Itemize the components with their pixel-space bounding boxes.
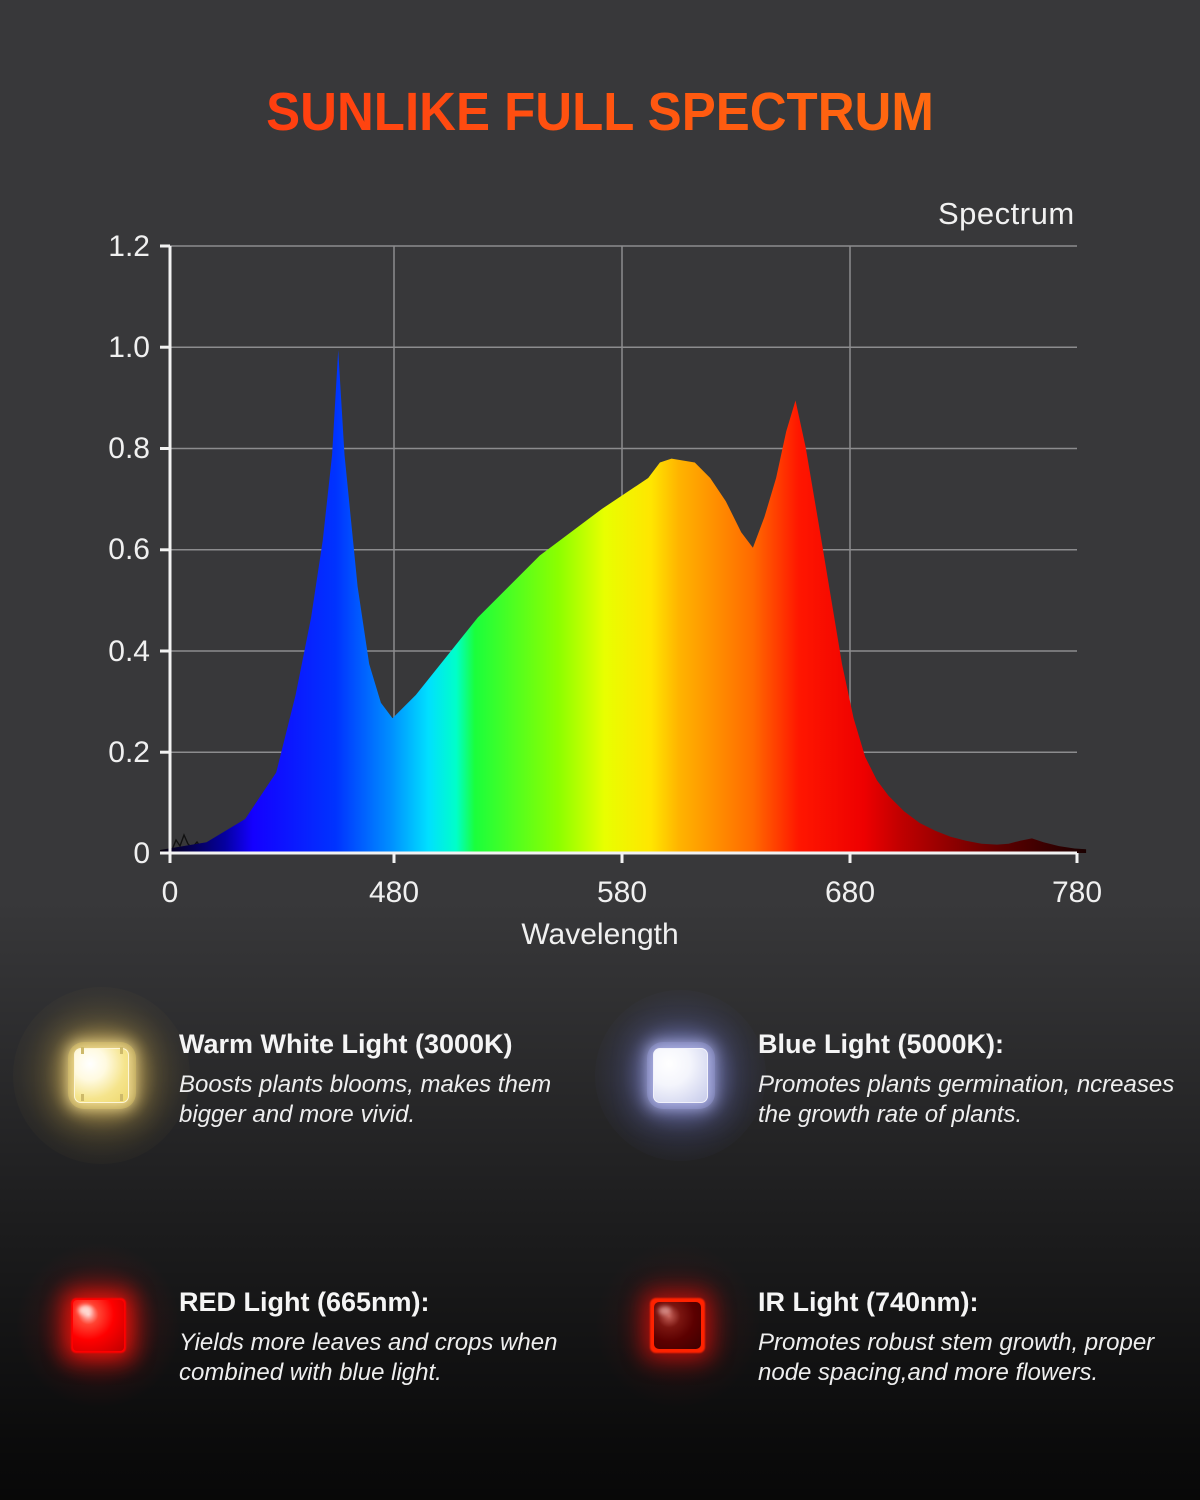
svg-text:580: 580 — [597, 876, 647, 909]
svg-text:1.2: 1.2 — [108, 230, 150, 263]
svg-text:0.6: 0.6 — [108, 533, 150, 566]
svg-text:780: 780 — [1052, 876, 1102, 909]
svg-text:0.8: 0.8 — [108, 432, 150, 465]
svg-text:480: 480 — [369, 876, 419, 909]
svg-text:1.0: 1.0 — [108, 331, 150, 364]
svg-text:0: 0 — [133, 837, 150, 870]
svg-text:0: 0 — [162, 876, 179, 909]
svg-text:680: 680 — [825, 876, 875, 909]
svg-text:0.4: 0.4 — [108, 635, 150, 668]
svg-text:0.2: 0.2 — [108, 736, 150, 769]
